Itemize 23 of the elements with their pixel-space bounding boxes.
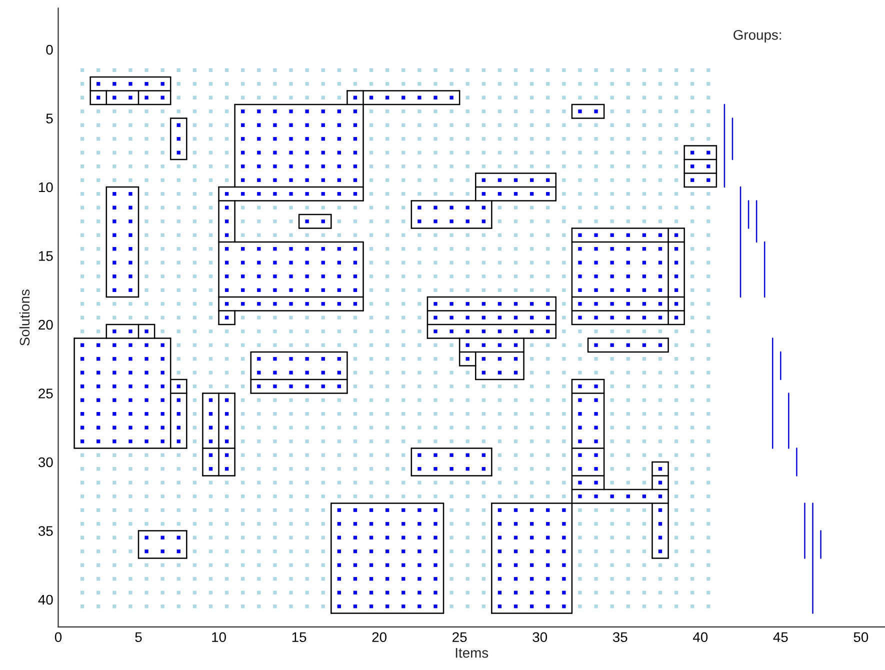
y-tick-label: 15 [38, 251, 53, 261]
x-tick-label: 15 [292, 632, 306, 642]
x-tick-label: 30 [532, 632, 548, 642]
x-tick-label: 20 [372, 632, 386, 642]
x-tick-label: 0 [54, 632, 62, 642]
y-tick-label: 20 [38, 320, 53, 330]
x-axis-title: Items [456, 648, 488, 658]
y-tick-label: 40 [38, 594, 53, 605]
x-tick-label: 25 [452, 632, 467, 642]
y-tick-label: 0 [46, 44, 53, 55]
x-tick-label: 5 [135, 632, 142, 642]
y-axis-title: Solutions [19, 290, 30, 346]
annotation: Groups: [734, 30, 782, 43]
x-tick-label: 50 [854, 632, 868, 642]
y-tick-label: 35 [38, 526, 53, 536]
x-tick-label: 45 [773, 632, 788, 642]
x-tick-label: 40 [692, 632, 708, 642]
y-tick-label: 10 [38, 182, 53, 192]
y-tick-label: 25 [38, 388, 53, 398]
x-tick-label: 10 [212, 632, 226, 642]
y-tick-label: 5 [46, 114, 53, 124]
x-tick-label: 35 [612, 632, 628, 642]
y-tick-label: 30 [38, 457, 53, 468]
